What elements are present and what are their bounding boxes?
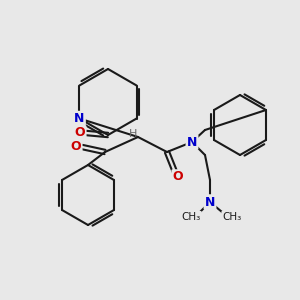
Text: N: N	[74, 112, 85, 125]
Text: O: O	[75, 127, 85, 140]
Text: H: H	[129, 129, 137, 139]
Text: N: N	[205, 196, 215, 208]
Text: O: O	[71, 140, 81, 154]
Text: CH₃: CH₃	[182, 212, 201, 222]
Text: O: O	[173, 170, 183, 184]
Text: N: N	[187, 136, 197, 148]
Text: CH₃: CH₃	[222, 212, 242, 222]
Text: N: N	[74, 112, 85, 125]
